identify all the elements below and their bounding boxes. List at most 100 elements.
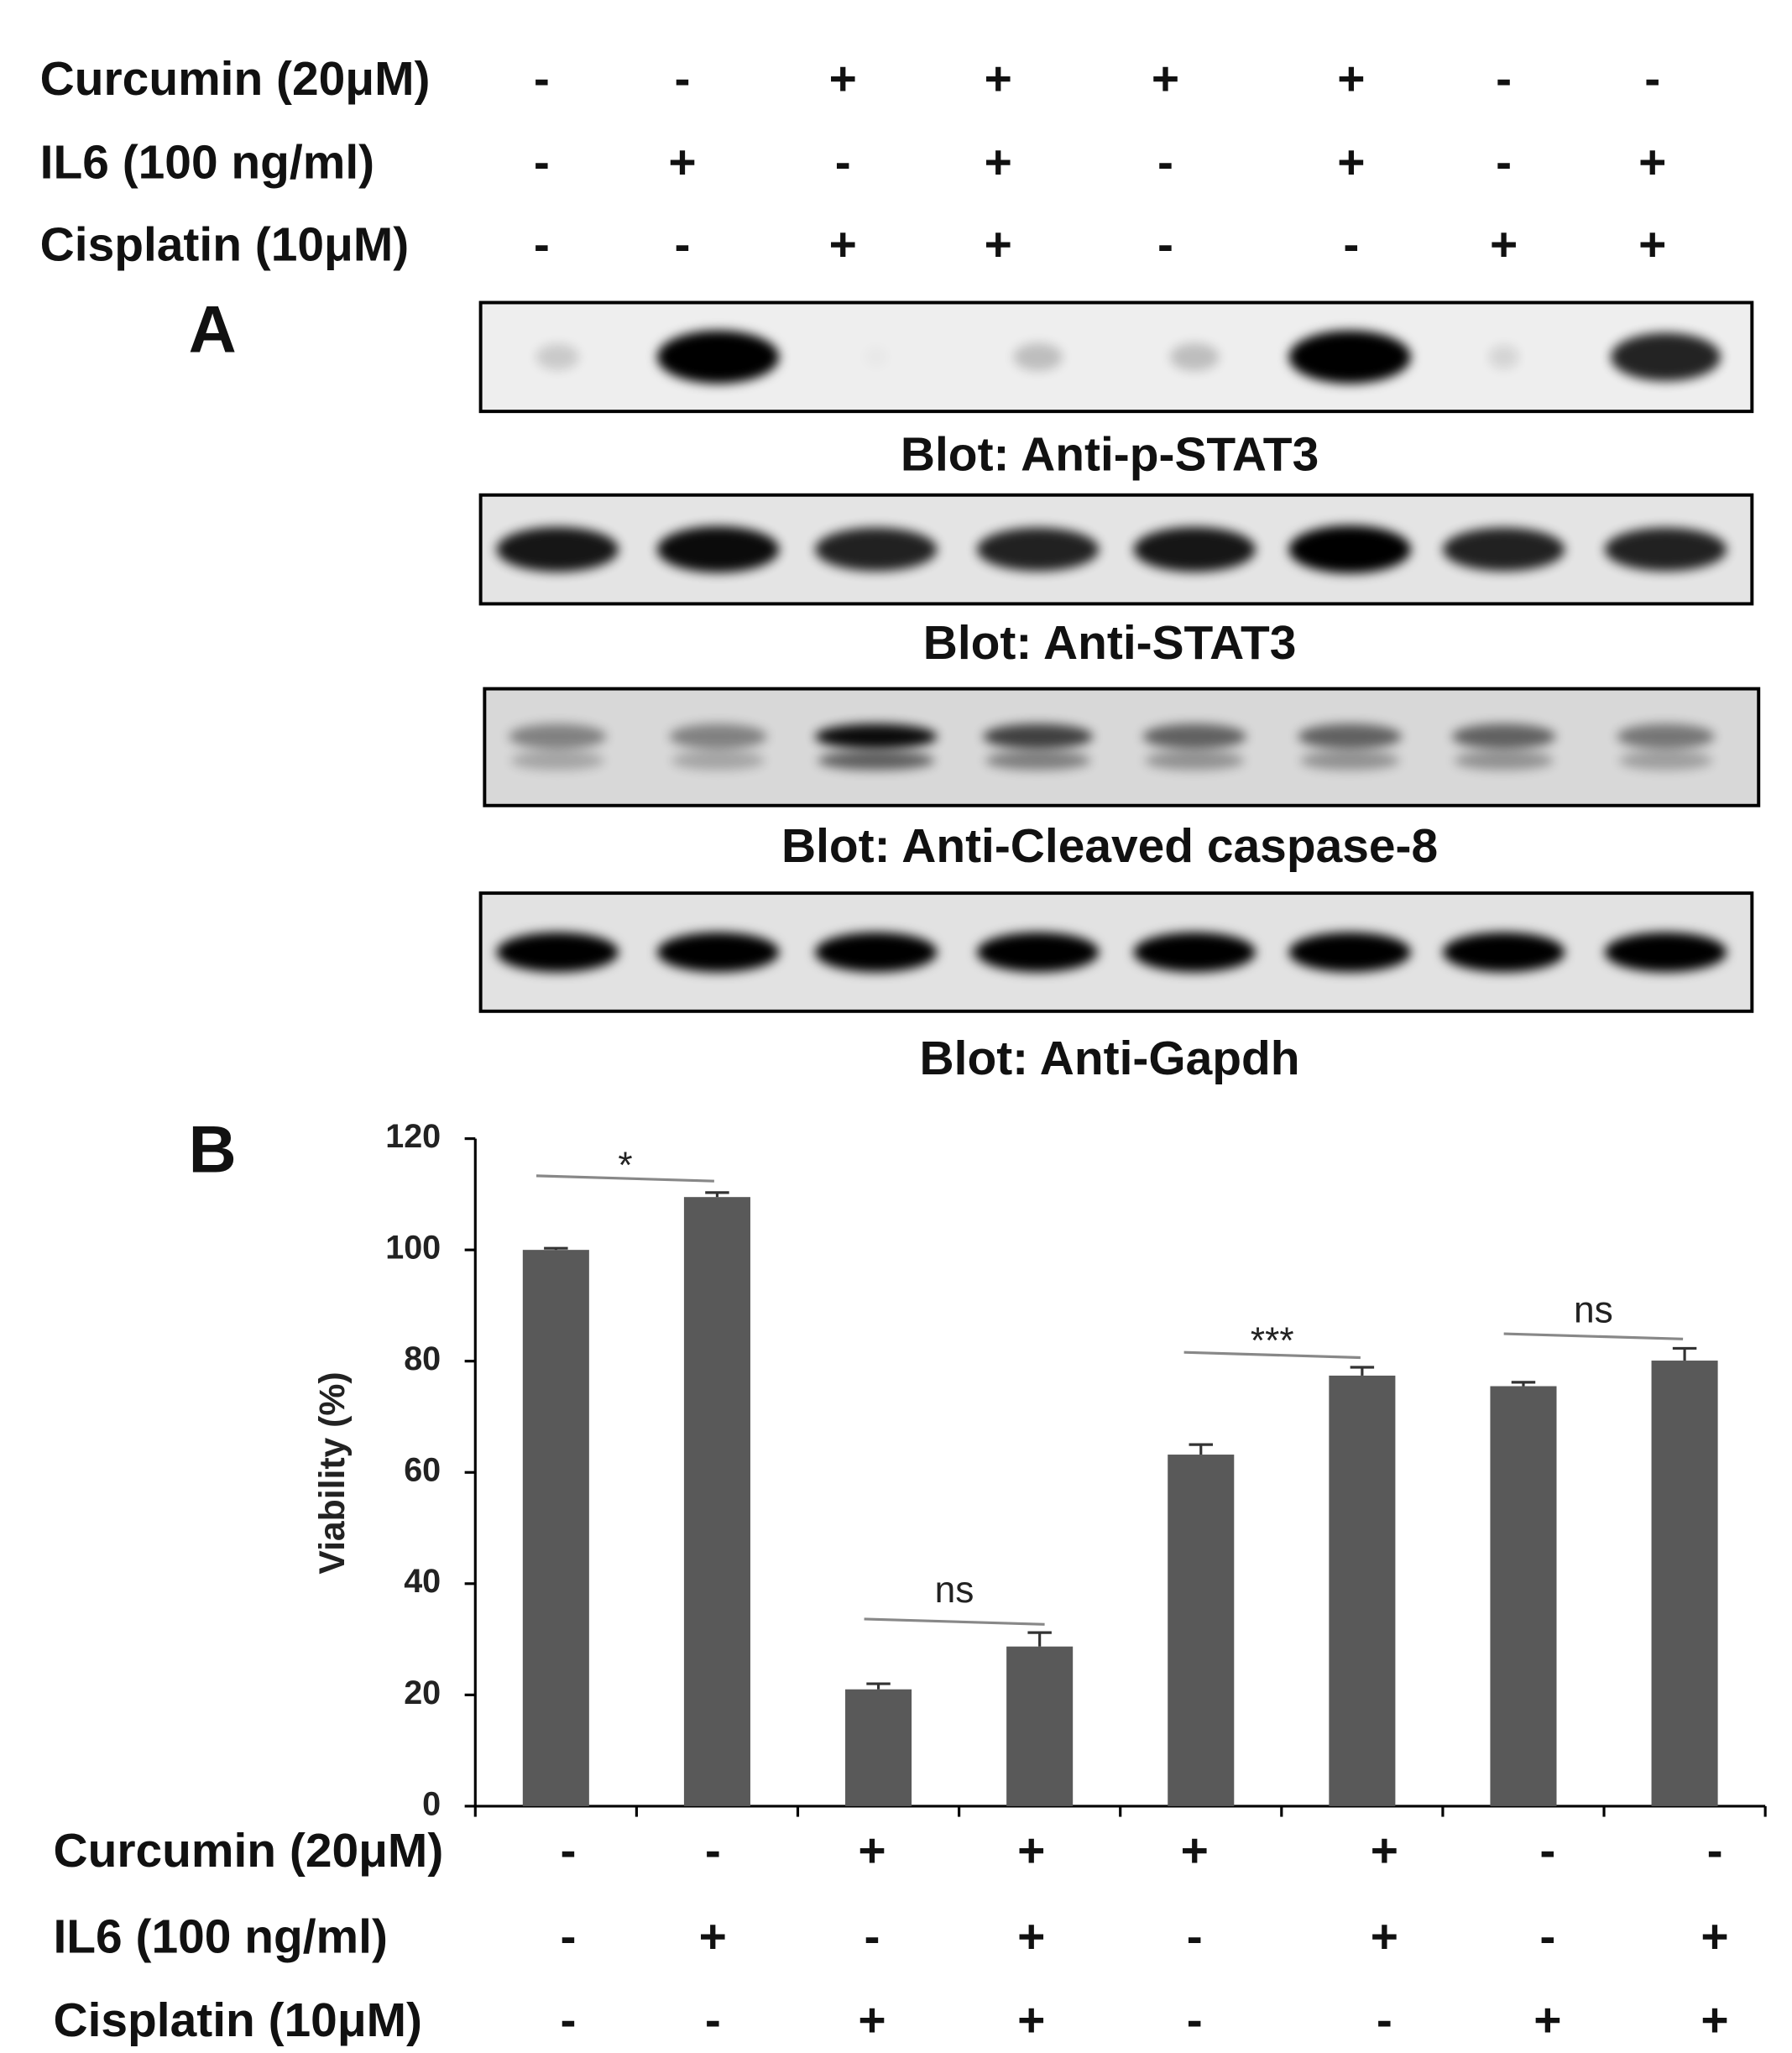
y-tick-label: 80 xyxy=(404,1340,441,1377)
y-tick-label: 120 xyxy=(385,1118,441,1155)
treatment-sign: - xyxy=(1496,136,1512,190)
bar xyxy=(522,1250,589,1806)
blot-band xyxy=(1142,724,1247,750)
treatment-sign: - xyxy=(674,218,690,272)
treatment-sign: + xyxy=(829,52,857,106)
bar xyxy=(1329,1375,1396,1806)
significance-line xyxy=(536,1174,714,1183)
blot-band xyxy=(496,526,619,572)
blot-band xyxy=(1611,332,1721,382)
treatment-sign: + xyxy=(985,52,1012,106)
treatment-sign: + xyxy=(829,218,857,272)
error-bar xyxy=(1511,1381,1536,1387)
blot-label: Blot: Anti-p-STAT3 xyxy=(901,428,1319,482)
treatment-sign: + xyxy=(1017,1993,1045,2047)
blot-band xyxy=(1013,342,1063,371)
treatment-sign: - xyxy=(1539,1824,1555,1878)
blot-band xyxy=(669,724,767,750)
treatment-sign: + xyxy=(1701,1910,1728,1964)
blot-band xyxy=(1442,932,1565,973)
significance-label: ns xyxy=(935,1570,974,1611)
treatment-sign: + xyxy=(1638,218,1666,272)
treatment-sign: - xyxy=(560,1993,576,2047)
y-tick-label: 0 xyxy=(422,1785,441,1822)
treatment-sign: - xyxy=(674,52,690,106)
y-tick-label: 40 xyxy=(404,1563,441,1600)
bar xyxy=(1168,1455,1235,1806)
blot-band xyxy=(1454,750,1554,771)
bar xyxy=(845,1689,912,1806)
error-bar xyxy=(1672,1346,1697,1361)
blot-band xyxy=(1133,526,1256,572)
significance-line xyxy=(1503,1332,1684,1340)
error-bar xyxy=(705,1191,729,1198)
y-tick-label: 100 xyxy=(385,1230,441,1267)
blot-band xyxy=(656,525,780,573)
treatment-sign: + xyxy=(1337,52,1365,106)
treatment-sign: + xyxy=(858,1824,886,1878)
treatment-sign: + xyxy=(1701,1993,1728,2047)
blot-band xyxy=(815,724,938,750)
treatment-sign: - xyxy=(1644,52,1660,106)
panel-letter: A xyxy=(189,291,237,366)
treatment-label: IL6 (100 ng/ml) xyxy=(53,1910,387,1964)
bar xyxy=(1006,1646,1074,1806)
treatment-sign: - xyxy=(1157,136,1173,190)
treatment-sign: - xyxy=(835,136,851,190)
blot-band xyxy=(815,932,938,973)
treatment-sign: - xyxy=(1343,218,1359,272)
treatment-sign: + xyxy=(668,136,696,190)
treatment-sign: - xyxy=(705,1824,721,1878)
blot-band xyxy=(1133,932,1256,973)
blot-band xyxy=(983,724,1094,750)
blot-band xyxy=(985,750,1091,771)
error-bar xyxy=(866,1682,891,1690)
treatment-label: Cisplatin (10μM) xyxy=(53,1993,422,2047)
treatment-sign: + xyxy=(1181,1824,1209,1878)
blot-band xyxy=(656,330,780,384)
error-bar xyxy=(1189,1443,1213,1455)
blot-band xyxy=(1288,330,1411,384)
significance-label: *** xyxy=(1251,1320,1294,1361)
treatment-sign: + xyxy=(1371,1910,1398,1964)
blot-band xyxy=(1488,344,1519,369)
bar xyxy=(1490,1386,1557,1806)
treatment-sign: + xyxy=(985,218,1012,272)
error-bar xyxy=(544,1246,568,1251)
treatment-label: Curcumin (20μM) xyxy=(40,52,431,106)
blot-band xyxy=(671,750,765,771)
treatment-sign: + xyxy=(985,136,1012,190)
panel-letter: B xyxy=(189,1111,237,1186)
treatment-label: Cisplatin (10μM) xyxy=(40,218,410,272)
bar xyxy=(1651,1361,1718,1806)
blot-band xyxy=(1604,527,1727,572)
treatment-sign: + xyxy=(1017,1824,1045,1878)
treatment-sign: - xyxy=(1187,1993,1203,2047)
treatment-sign: + xyxy=(1533,1993,1561,2047)
treatment-sign: + xyxy=(858,1993,886,2047)
treatment-sign: + xyxy=(1017,1910,1045,1964)
blot-band xyxy=(1288,525,1411,574)
treatment-sign: + xyxy=(1152,52,1179,106)
treatment-sign: + xyxy=(1337,136,1365,190)
treatment-sign: + xyxy=(1490,218,1518,272)
treatment-sign: - xyxy=(534,218,550,272)
blot-band xyxy=(815,527,938,572)
treatment-sign: - xyxy=(1157,218,1173,272)
y-axis-label: Viability (%) xyxy=(312,1371,353,1574)
significance-line xyxy=(1183,1350,1361,1360)
blot-band xyxy=(1298,724,1403,750)
blot-band xyxy=(536,343,579,370)
blot-band xyxy=(510,750,604,771)
blot-frame xyxy=(483,687,1761,807)
blot-band xyxy=(1170,342,1220,371)
treatment-label: Curcumin (20μM) xyxy=(53,1824,443,1878)
significance-label: * xyxy=(618,1145,632,1186)
treatment-sign: - xyxy=(1187,1910,1203,1964)
blot-band xyxy=(1451,724,1556,750)
bar xyxy=(683,1197,750,1806)
blot-label: Blot: Anti-STAT3 xyxy=(923,616,1297,670)
blot-label: Blot: Anti-Gapdh xyxy=(920,1032,1300,1085)
treatment-sign: - xyxy=(1496,52,1512,106)
treatment-sign: - xyxy=(1707,1824,1723,1878)
